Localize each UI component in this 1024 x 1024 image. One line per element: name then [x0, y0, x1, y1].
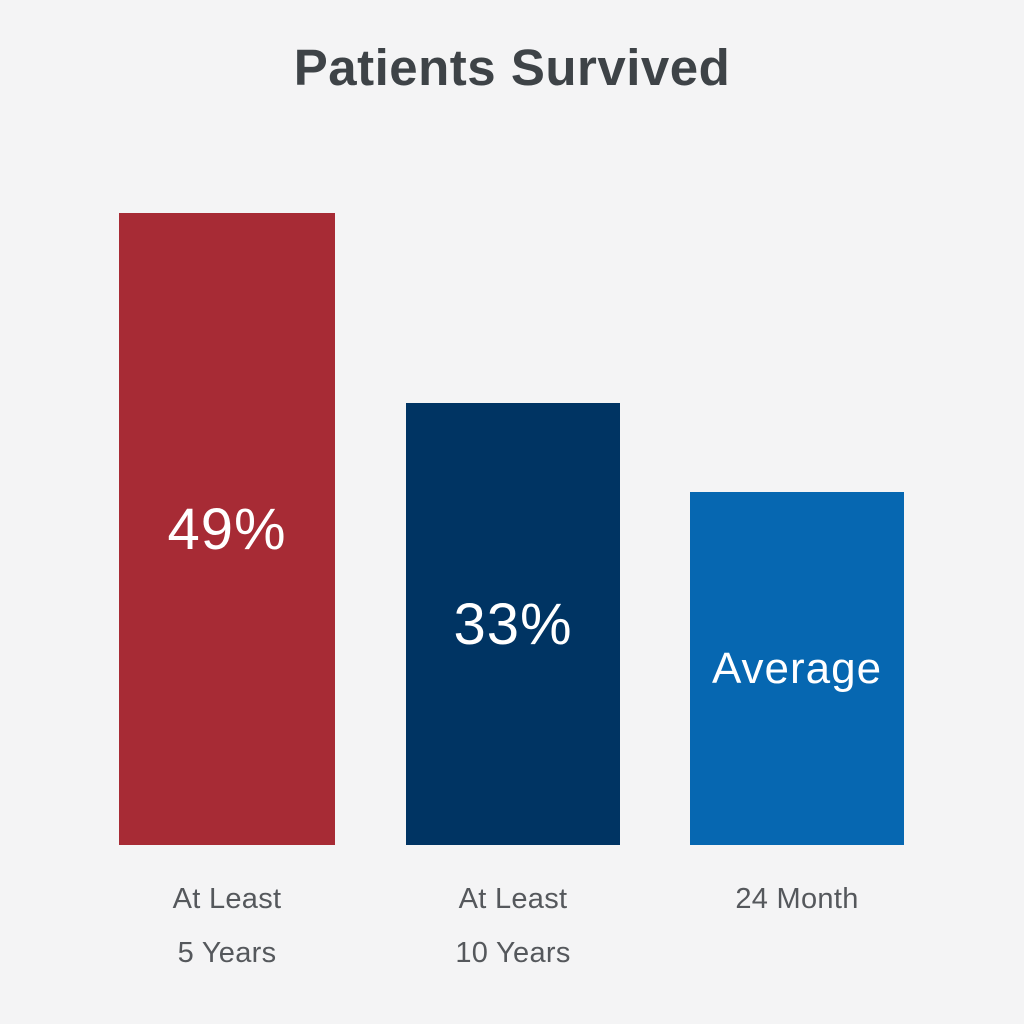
category-label-line: 5 Years — [177, 937, 277, 969]
bar-value-label: Average — [711, 643, 883, 693]
category-label-3: 24 Month — [690, 872, 904, 926]
category-label-line: 10 Years — [455, 937, 571, 969]
chart-title: Patients Survived — [293, 39, 731, 96]
category-label-1: At Least 5 Years — [119, 872, 335, 980]
category-label-line: 24 Month — [735, 883, 859, 915]
bar-1: 49% — [119, 213, 335, 845]
bar-value-label: 33% — [453, 591, 573, 657]
category-label-line: At Least — [458, 883, 568, 915]
category-label-2: At Least 10 Years — [406, 872, 620, 980]
bar-2: 33% — [406, 403, 620, 845]
category-label-line: At Least — [172, 883, 282, 915]
bar-3: Average — [690, 492, 904, 845]
bar-value-label: 49% — [167, 496, 287, 562]
